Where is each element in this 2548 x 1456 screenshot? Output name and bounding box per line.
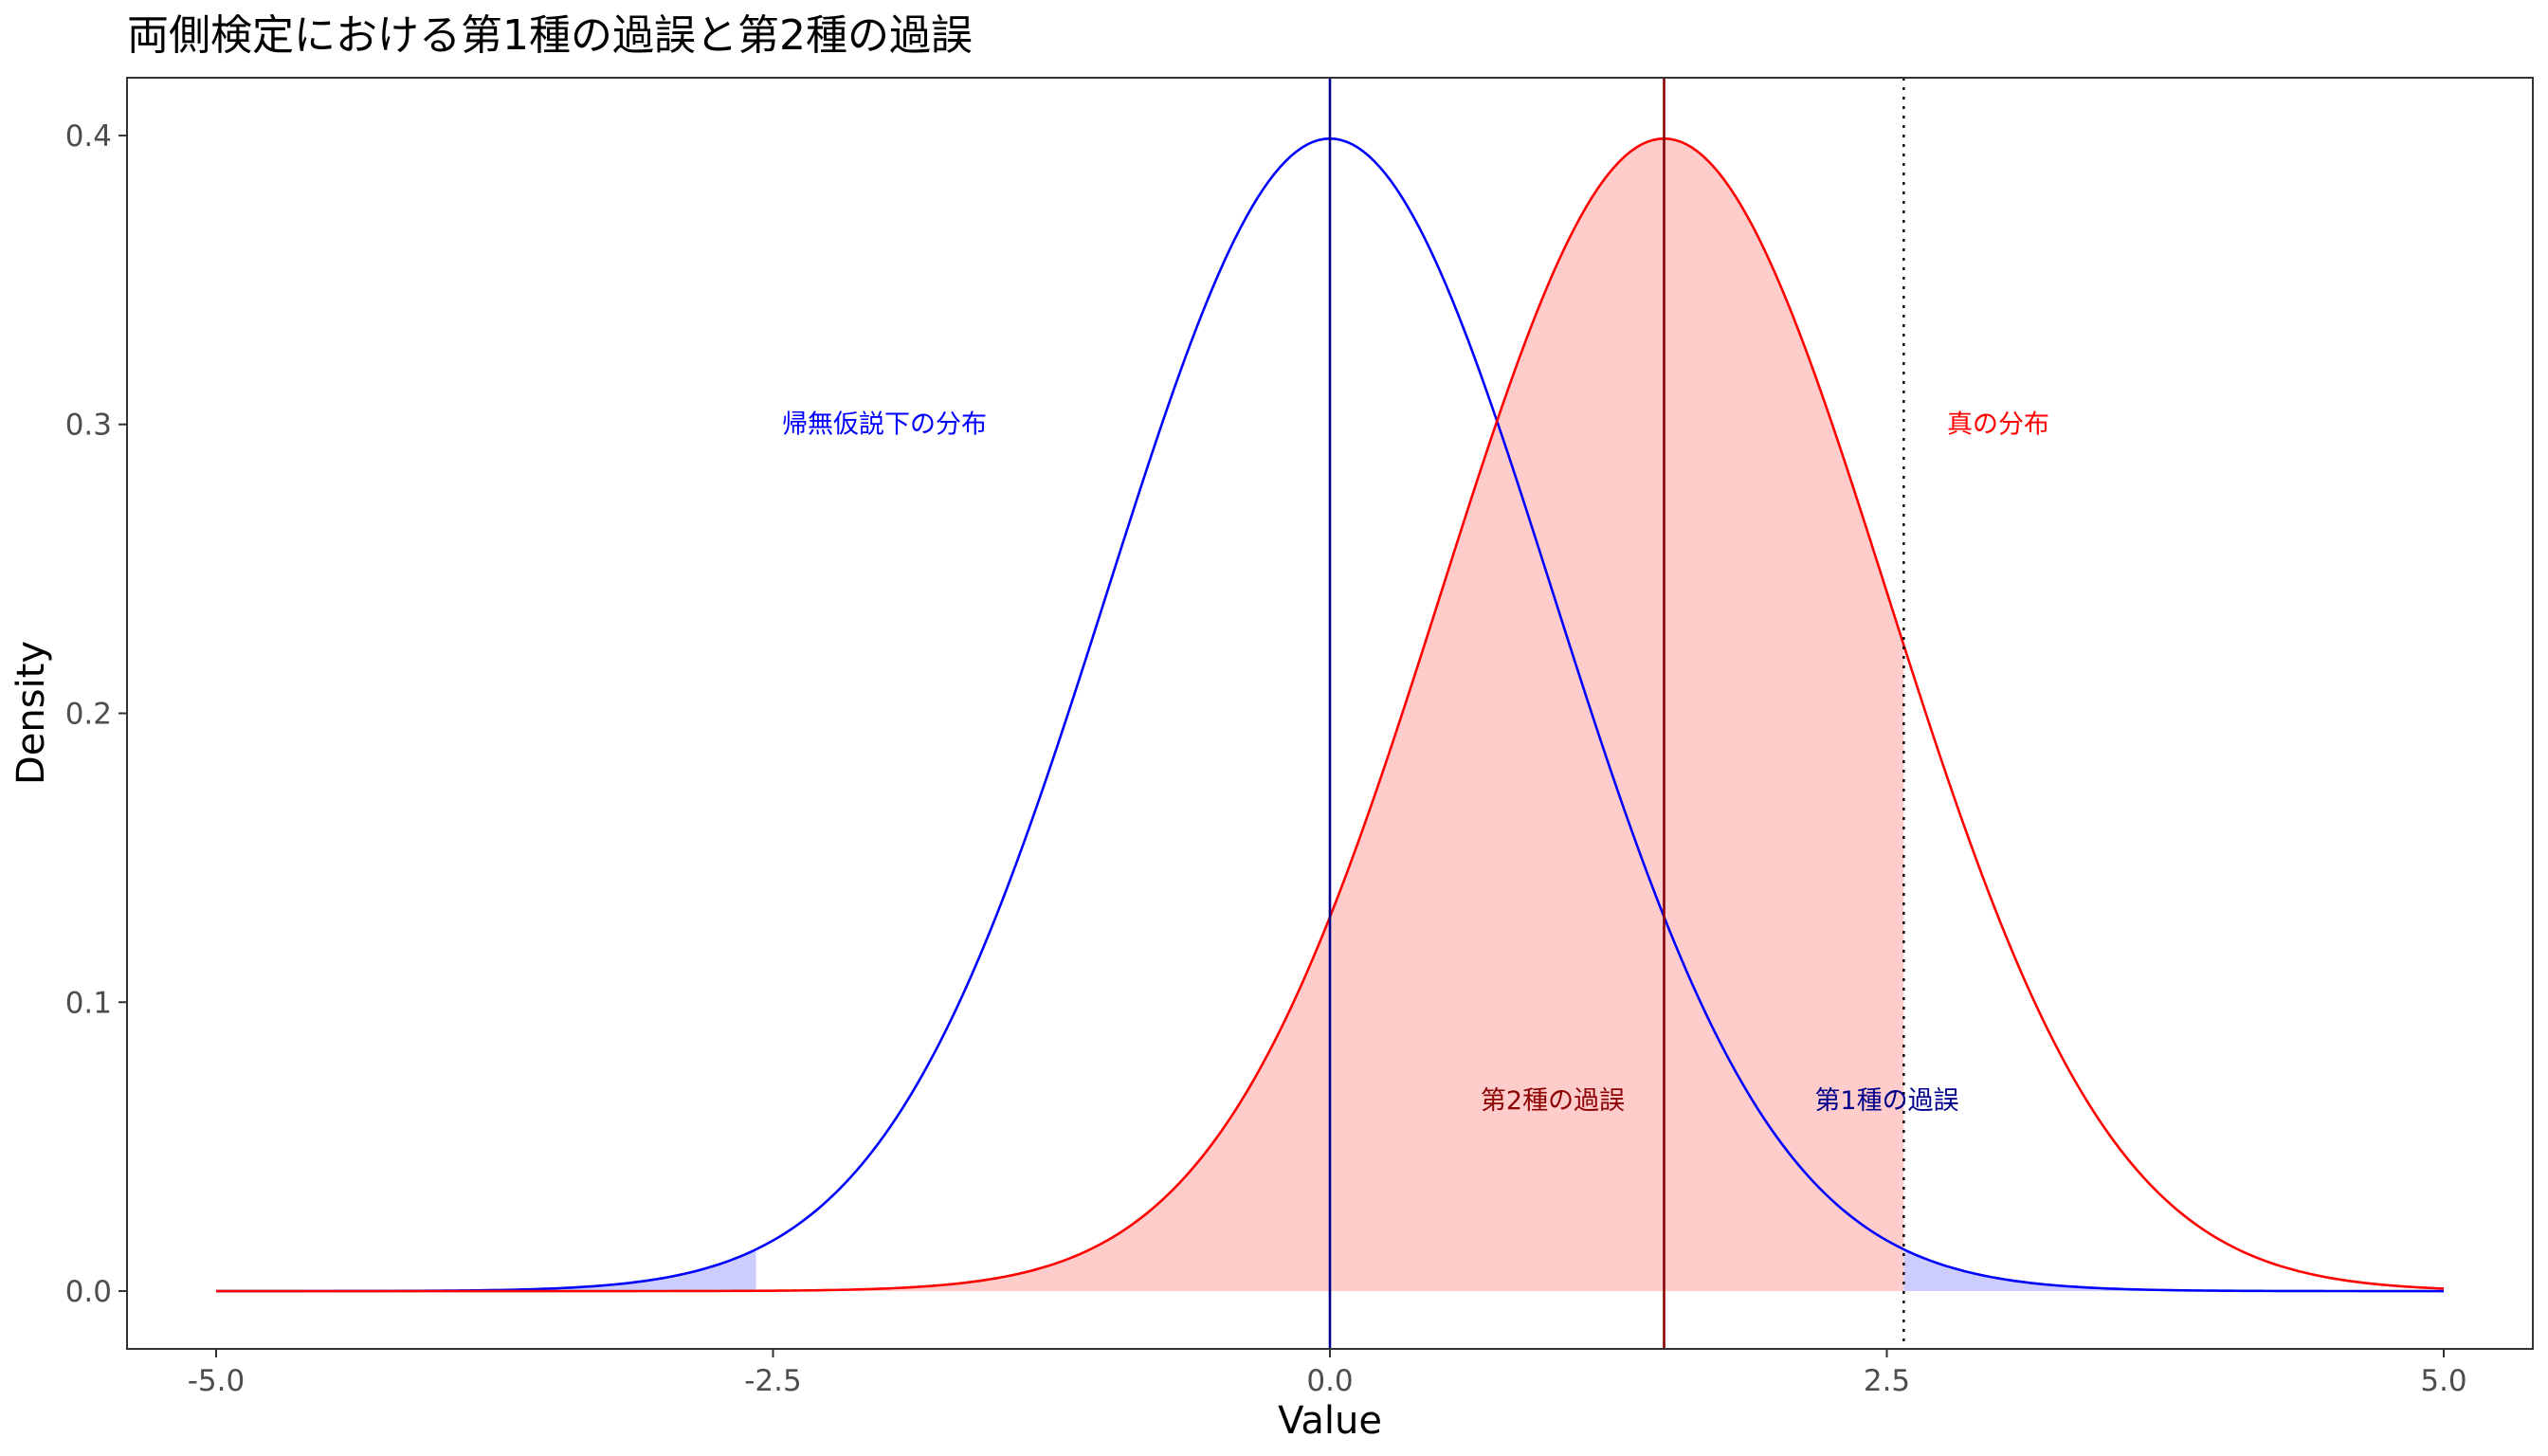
vertical-reference-lines [1328, 78, 1905, 1349]
x-axis-title: Value [1278, 1399, 1382, 1443]
x-tick-label-4: 5.0 [2420, 1364, 2466, 1398]
shaded-region-1 [1903, 1249, 2444, 1292]
y-tick-label-4: 0.4 [65, 119, 112, 154]
x-tick-label-0: -5.0 [188, 1364, 246, 1398]
y-tick-label-0: 0.0 [65, 1275, 112, 1309]
x-axis: -5.0 -2.5 0.0 2.5 5.0 [188, 1349, 2467, 1398]
shaded-error-regions [216, 138, 2444, 1292]
x-tick-label-2: 0.0 [1306, 1364, 1353, 1398]
y-tick-label-1: 0.1 [65, 986, 112, 1020]
x-tick-label-1: -2.5 [744, 1364, 802, 1398]
annotation-label-2: 第2種の過誤 [1481, 1086, 1625, 1116]
y-axis: 0.0 0.1 0.2 0.3 0.4 [65, 119, 127, 1309]
annotation-label-1: 真の分布 [1947, 410, 2049, 440]
shaded-region-2 [755, 138, 1904, 1292]
x-tick-label-3: 2.5 [1864, 1364, 1910, 1398]
shaded-region-0 [216, 1249, 756, 1292]
y-axis-title: Density [9, 641, 53, 785]
annotation-label-3: 第1種の過誤 [1814, 1086, 1958, 1116]
chart-title: 両側検定における第1種の過誤と第2種の過誤 [127, 11, 973, 60]
y-tick-label-3: 0.3 [65, 409, 112, 443]
annotation-label-0: 帰無仮説下の分布 [782, 410, 987, 440]
y-tick-label-2: 0.2 [65, 698, 112, 732]
